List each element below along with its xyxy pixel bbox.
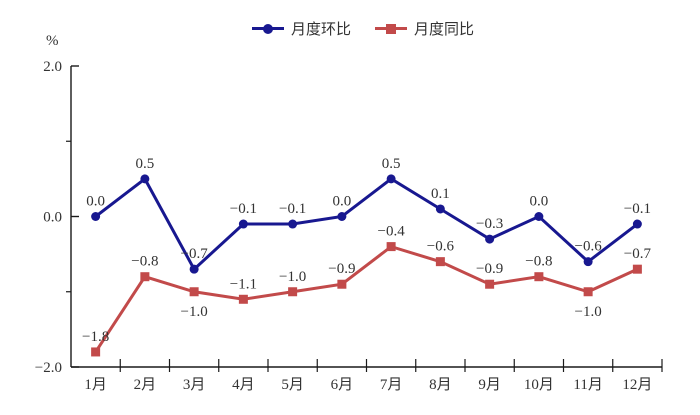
data-point-label: −1.0 bbox=[279, 269, 306, 285]
y-axis-unit-label: % bbox=[46, 33, 59, 49]
data-point-label: 0.0 bbox=[333, 194, 352, 210]
legend-circle-marker-icon bbox=[251, 24, 284, 34]
data-point-label: −1.8 bbox=[82, 329, 109, 345]
data-point-square bbox=[534, 272, 544, 282]
data-point-label: −1.0 bbox=[575, 304, 602, 320]
data-point-circle bbox=[583, 257, 593, 267]
x-axis-category-label: 2月 bbox=[134, 377, 157, 393]
legend-label: 月度环比 bbox=[290, 22, 351, 38]
legend-item: 月度同比 bbox=[375, 18, 474, 39]
data-point-circle bbox=[386, 174, 396, 184]
data-point-circle bbox=[435, 204, 445, 214]
chart-legend: 月度环比 月度同比 bbox=[0, 18, 700, 39]
data-point-label: −0.1 bbox=[624, 201, 651, 217]
data-point-circle bbox=[534, 212, 544, 221]
data-point-square bbox=[140, 272, 150, 282]
data-point-label: 0.5 bbox=[382, 156, 401, 172]
data-point-circle bbox=[140, 174, 150, 184]
data-point-square bbox=[485, 279, 495, 289]
x-axis-category-label: 8月 bbox=[429, 377, 452, 393]
y-axis-tick-label: 0.0 bbox=[43, 210, 62, 226]
data-point-circle bbox=[632, 219, 642, 229]
data-point-square bbox=[583, 287, 593, 297]
data-point-label: 0.0 bbox=[86, 194, 105, 210]
data-point-square bbox=[435, 257, 445, 267]
legend-square-marker-icon bbox=[375, 24, 407, 34]
data-point-circle bbox=[91, 212, 101, 221]
data-point-label: −1.0 bbox=[181, 304, 208, 320]
data-point-label: −0.4 bbox=[378, 224, 406, 240]
y-axis-tick-label: 2.0 bbox=[43, 59, 62, 75]
x-axis-category-label: 3月 bbox=[183, 377, 206, 393]
data-point-square bbox=[386, 242, 396, 252]
data-point-label: −0.8 bbox=[525, 254, 552, 270]
data-point-circle bbox=[288, 219, 298, 229]
data-point-label: −0.1 bbox=[279, 201, 306, 217]
data-point-square bbox=[288, 287, 298, 297]
data-point-circle bbox=[337, 212, 347, 221]
data-point-label: −0.8 bbox=[131, 254, 158, 270]
data-point-square bbox=[238, 294, 248, 304]
x-axis-category-label: 10月 bbox=[524, 377, 554, 393]
data-point-circle bbox=[485, 234, 495, 244]
data-point-label: −0.7 bbox=[181, 246, 209, 262]
y-axis-tick-label: −2.0 bbox=[35, 360, 62, 376]
data-point-label: 0.1 bbox=[431, 186, 450, 202]
data-point-circle bbox=[189, 264, 199, 274]
data-point-label: −0.9 bbox=[476, 261, 503, 277]
data-point-circle bbox=[238, 219, 248, 229]
x-axis-category-label: 6月 bbox=[331, 377, 354, 393]
data-point-label: −0.6 bbox=[575, 239, 603, 255]
x-axis-category-label: 7月 bbox=[380, 377, 403, 393]
data-point-label: −1.1 bbox=[230, 276, 257, 292]
x-axis-category-label: 12月 bbox=[622, 377, 652, 393]
data-point-square bbox=[632, 264, 642, 274]
data-point-label: 0.0 bbox=[530, 194, 549, 210]
data-point-label: −0.1 bbox=[230, 201, 257, 217]
x-axis-category-label: 1月 bbox=[84, 377, 107, 393]
data-point-label: −0.7 bbox=[624, 246, 652, 262]
data-point-label: 0.5 bbox=[136, 156, 155, 172]
data-point-square bbox=[91, 347, 101, 357]
legend-label: 月度同比 bbox=[414, 22, 475, 38]
series-line-square bbox=[94, 244, 639, 353]
x-axis-category-label: 9月 bbox=[478, 377, 501, 393]
x-axis-category-label: 5月 bbox=[281, 377, 304, 393]
x-axis-category-label: 4月 bbox=[232, 377, 255, 393]
data-point-label: −0.3 bbox=[476, 216, 503, 232]
series-line-circle bbox=[94, 176, 639, 272]
x-axis-category-label: 11月 bbox=[573, 377, 602, 393]
data-point-square bbox=[337, 279, 347, 289]
data-point-label: −0.6 bbox=[427, 239, 455, 255]
data-point-label: −0.9 bbox=[328, 261, 355, 277]
data-point-square bbox=[189, 287, 199, 297]
legend-item: 月度环比 bbox=[251, 18, 351, 39]
